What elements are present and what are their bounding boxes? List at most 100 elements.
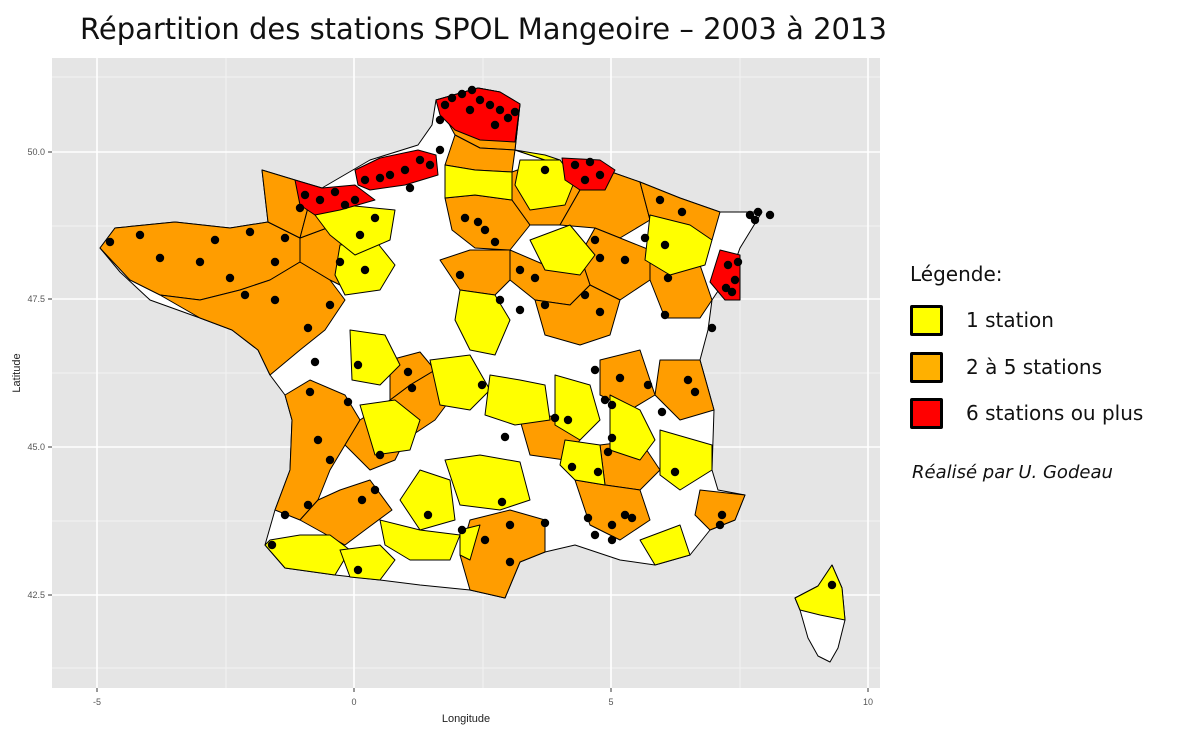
station-dot	[595, 307, 605, 317]
author-credit: Réalisé par U. Godeau	[912, 462, 1113, 483]
station-dot	[360, 265, 370, 275]
station-dot	[750, 215, 760, 225]
station-dot	[280, 233, 290, 243]
station-dot	[325, 455, 335, 465]
station-dot	[583, 513, 593, 523]
station-dot	[375, 450, 385, 460]
station-dot	[475, 95, 485, 105]
station-dot	[607, 433, 617, 443]
station-dot	[733, 257, 743, 267]
station-dot	[455, 270, 465, 280]
legend-swatch-red	[910, 397, 943, 429]
station-dot	[660, 310, 670, 320]
station-dot	[195, 257, 205, 267]
x-tick-label: 10	[863, 697, 873, 707]
station-dot	[403, 367, 413, 377]
station-dot	[530, 273, 540, 283]
legend-swatch-orange	[910, 351, 943, 383]
x-tick-label: -5	[93, 697, 101, 707]
station-dot	[677, 207, 687, 217]
station-dot	[415, 155, 425, 165]
station-dot	[357, 495, 367, 505]
station-dot	[305, 387, 315, 397]
station-dot	[590, 530, 600, 540]
station-dot	[723, 260, 733, 270]
axis-ticks	[48, 151, 869, 692]
station-dot	[457, 89, 467, 99]
station-dot	[585, 157, 595, 167]
station-dot	[313, 435, 323, 445]
yellow-regions	[264, 149, 846, 621]
station-dot	[360, 175, 370, 185]
station-dot	[505, 520, 515, 530]
station-dot	[620, 255, 630, 265]
station-dot	[607, 400, 617, 410]
station-dot	[435, 115, 445, 125]
station-dot	[567, 462, 577, 472]
station-dot	[550, 413, 560, 423]
station-dot	[540, 518, 550, 528]
station-dot	[607, 535, 617, 545]
station-dot	[485, 100, 495, 110]
x-tick-label: 5	[608, 697, 613, 707]
station-dot	[490, 120, 500, 130]
station-dot	[670, 467, 680, 477]
station-dot	[155, 253, 165, 263]
y-axis-label: Latitude	[11, 353, 23, 392]
station-dot	[643, 380, 653, 390]
station-dot	[753, 207, 763, 217]
x-tick-label: 0	[351, 697, 356, 707]
station-dot	[721, 283, 731, 293]
chart-title: Répartition des stations SPOL Mangeoire …	[80, 12, 887, 46]
station-dot	[495, 295, 505, 305]
station-dot	[570, 160, 580, 170]
station-dot	[375, 173, 385, 183]
station-dot	[715, 520, 725, 530]
station-dot	[620, 510, 630, 520]
station-dot	[515, 265, 525, 275]
station-dot	[343, 397, 353, 407]
station-dot	[330, 187, 340, 197]
station-dot	[400, 165, 410, 175]
station-dot	[225, 273, 235, 283]
station-dot	[270, 257, 280, 267]
station-dot	[460, 213, 470, 223]
station-dot	[540, 165, 550, 175]
station-dot	[353, 565, 363, 575]
station-dot	[500, 432, 510, 442]
station-dot	[600, 395, 610, 405]
station-dot	[210, 235, 220, 245]
station-dot	[593, 467, 603, 477]
station-dot	[503, 113, 513, 123]
x-axis-label: Longitude	[442, 713, 490, 725]
station-dot	[660, 240, 670, 250]
legend-label: 1 station	[966, 308, 1054, 332]
station-dot	[465, 105, 475, 115]
legend-item-2-5-stations: 2 à 5 stations	[910, 349, 1102, 385]
station-dot	[335, 257, 345, 267]
station-dot	[490, 237, 500, 247]
station-dot	[270, 295, 280, 305]
station-dot	[510, 107, 520, 117]
station-dot	[350, 195, 360, 205]
station-dot	[730, 275, 740, 285]
station-dot	[370, 213, 380, 223]
station-dot	[663, 273, 673, 283]
station-dot	[295, 203, 305, 213]
station-dot	[447, 93, 457, 103]
station-dot	[655, 195, 665, 205]
station-dot	[683, 375, 693, 385]
station-dot	[105, 237, 115, 247]
station-dot	[595, 170, 605, 180]
station-dot	[727, 287, 737, 297]
station-dot	[595, 253, 605, 263]
station-dot	[310, 357, 320, 367]
station-dot	[540, 300, 550, 310]
station-dot	[267, 540, 277, 550]
station-dot	[315, 195, 325, 205]
station-dot	[240, 290, 250, 300]
legend-swatch-yellow	[910, 304, 943, 336]
station-dot	[717, 510, 727, 520]
station-dot	[827, 580, 837, 590]
